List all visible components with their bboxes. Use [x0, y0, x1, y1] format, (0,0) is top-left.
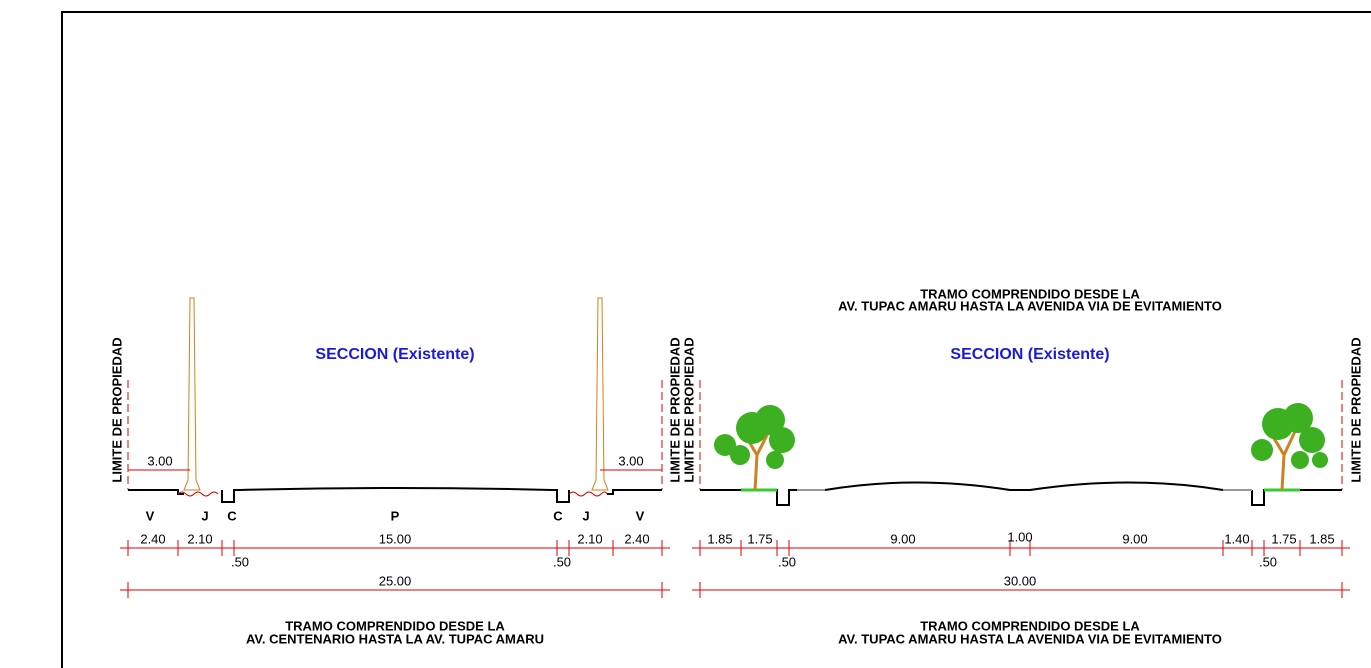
dimension-label: 1.85 [1309, 531, 1334, 546]
caption: AV. TUPAC AMARU HASTA LA AVENIDA VIA DE … [838, 631, 1222, 646]
offset-label: 3.00 [147, 453, 172, 468]
total-ticks [699, 582, 1343, 598]
heading: AV. TUPAC AMARU HASTA LA AVENIDA VIA DE … [838, 298, 1222, 313]
dimension-label: 9.00 [890, 531, 915, 546]
dimension-label: 1.85 [707, 531, 732, 546]
zone-label: P [391, 508, 400, 523]
caption: AV. CENTENARIO HASTA LA AV. TUPAC AMARU [246, 631, 544, 646]
zone-label: J [201, 508, 208, 523]
dimension-label: 15.00 [379, 531, 412, 546]
tree [1251, 403, 1328, 491]
right-section: TRAMO COMPRENDIDO DESDE LA AV. TUPAC AMA… [681, 286, 1363, 646]
dimension-label: 1.00 [1007, 529, 1032, 544]
dimension-label: .50 [1259, 554, 1277, 569]
dimension-label: 1.40 [1224, 531, 1249, 546]
total-label: 30.00 [1004, 573, 1037, 588]
dimension-label: 2.10 [187, 531, 212, 546]
heading: TRAMO COMPRENDIDO DESDE LA [920, 286, 1140, 301]
property-label: LIMITE DE PROPIEDAD [667, 337, 682, 482]
tree [714, 405, 795, 491]
zone-label: C [227, 508, 237, 523]
verge [177, 491, 219, 497]
total-label: 25.00 [379, 573, 412, 588]
dimension-label: 9.00 [1122, 531, 1147, 546]
dimension-label: .50 [778, 554, 796, 569]
offset-label: 3.00 [618, 453, 643, 468]
dimension-label: 2.40 [624, 531, 649, 546]
caption: TRAMO COMPRENDIDO DESDE LA [920, 618, 1140, 633]
dimension-label: 2.10 [577, 531, 602, 546]
section-title: SECCION (Existente) [315, 346, 474, 363]
dimension-label: .50 [231, 554, 249, 569]
pole [183, 297, 201, 491]
dimension-label: 1.75 [1271, 531, 1296, 546]
property-label: LIMITE DE PROPIEDAD [109, 337, 124, 482]
property-label: LIMITE DE PROPIEDAD [681, 337, 696, 482]
zone-label: V [636, 508, 645, 523]
zone-label: J [582, 508, 589, 523]
dimension-label: 2.40 [140, 531, 165, 546]
left-section: 3.00 3.00 LIMITE DE PROPIEDAD LIMITE DE … [109, 297, 682, 646]
dimension-label: .50 [553, 554, 571, 569]
dimension-ticks [127, 540, 663, 556]
zone-label: C [553, 508, 563, 523]
road-profile [128, 487, 662, 503]
total-ticks [127, 582, 663, 598]
section-title: SECCION (Existente) [950, 346, 1109, 363]
dimension-label: 1.75 [747, 531, 772, 546]
pole [591, 297, 609, 491]
verge [568, 491, 608, 497]
dimension-ticks [699, 540, 1343, 556]
zone-label: V [146, 508, 155, 523]
caption: TRAMO COMPRENDIDO DESDE LA [285, 618, 505, 633]
frame [61, 11, 1371, 668]
property-label: LIMITE DE PROPIEDAD [1348, 337, 1363, 482]
road-profile [700, 481, 1342, 506]
